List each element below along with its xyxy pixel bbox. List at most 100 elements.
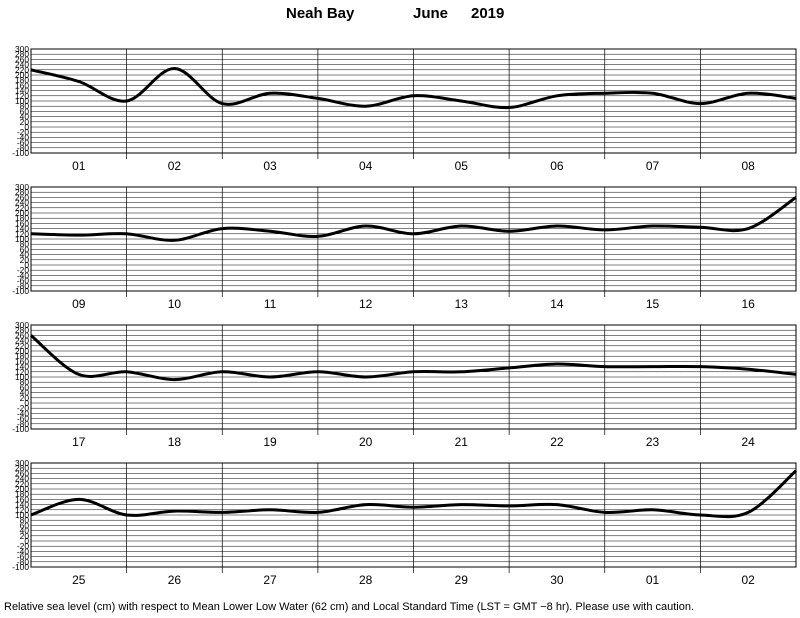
y-tick-label: 280 — [15, 463, 29, 473]
y-tick-label: 80 — [20, 101, 30, 111]
y-tick-label: 220 — [15, 341, 29, 351]
page-title: Neah Bay June 2019 — [0, 5, 800, 25]
y-tick-label: 180 — [15, 213, 29, 223]
y-tick-label: 240 — [15, 474, 29, 484]
title-year: 2019 — [471, 5, 505, 22]
y-tick-label: 160 — [15, 80, 29, 90]
y-tick-label: 0 — [24, 260, 29, 270]
y-tick-label: -80 — [17, 143, 29, 153]
y-tick-label: -80 — [17, 419, 29, 429]
y-tick-label: 260 — [15, 468, 29, 478]
day-label: 23 — [646, 435, 660, 449]
y-tick-label: -80 — [17, 281, 29, 291]
y-tick-label: 40 — [20, 526, 30, 536]
day-label: 02 — [742, 573, 756, 587]
y-tick-label: -60 — [17, 552, 29, 562]
y-tick-label: 120 — [15, 367, 29, 377]
y-tick-label: 120 — [15, 505, 29, 515]
y-tick-label: -60 — [17, 414, 29, 424]
y-tick-label: 160 — [15, 494, 29, 504]
day-label: 20 — [359, 435, 373, 449]
day-label: 01 — [646, 573, 660, 587]
tide-series-line — [30, 334, 797, 382]
y-tick-label: 180 — [15, 75, 29, 85]
day-label: 06 — [550, 159, 564, 173]
y-tick-label: 100 — [15, 234, 29, 244]
day-label: 16 — [742, 297, 756, 311]
day-label: 18 — [168, 435, 182, 449]
y-tick-label: -40 — [17, 546, 29, 556]
y-tick-label: -60 — [17, 276, 29, 286]
day-label: 19 — [263, 435, 277, 449]
y-tick-label: 240 — [15, 336, 29, 346]
y-tick-label: -20 — [17, 403, 29, 413]
y-tick-label: 240 — [15, 60, 29, 70]
y-tick-label: 300 — [15, 44, 29, 54]
y-tick-label: 100 — [15, 510, 29, 520]
day-label: 27 — [263, 573, 277, 587]
title-location: Neah Bay — [286, 5, 355, 22]
y-tick-label: 160 — [15, 218, 29, 228]
y-tick-label: 200 — [15, 208, 29, 218]
y-tick-label: 120 — [15, 229, 29, 239]
day-label: 28 — [359, 573, 373, 587]
y-tick-label: -20 — [17, 127, 29, 137]
y-tick-label: 0 — [24, 122, 29, 132]
title-month: June — [413, 5, 449, 22]
y-tick-label: 140 — [15, 362, 29, 372]
y-tick-label: 240 — [15, 198, 29, 208]
y-tick-label: 120 — [15, 91, 29, 101]
y-tick-label: 220 — [15, 203, 29, 213]
footer-note: Relative sea level (cm) with respect to … — [4, 601, 695, 613]
day-label: 09 — [72, 297, 86, 311]
y-tick-label: 20 — [20, 393, 30, 403]
day-label: 02 — [168, 159, 182, 173]
day-label: 03 — [263, 159, 277, 173]
day-label: 24 — [742, 435, 756, 449]
y-tick-label: 140 — [15, 500, 29, 510]
y-tick-label: -100 — [12, 424, 29, 434]
y-tick-label: 20 — [20, 255, 30, 265]
y-tick-label: -100 — [12, 286, 29, 296]
tide-series-line — [30, 469, 797, 519]
day-label: 07 — [646, 159, 660, 173]
day-label: 21 — [455, 435, 469, 449]
y-tick-label: 220 — [15, 479, 29, 489]
y-tick-label: 280 — [15, 325, 29, 335]
y-tick-label: 300 — [15, 182, 29, 192]
y-tick-label: 280 — [15, 187, 29, 197]
day-label: 14 — [550, 297, 564, 311]
y-tick-label: -40 — [17, 270, 29, 280]
panel-frame — [30, 324, 797, 430]
y-tick-label: 40 — [20, 112, 30, 122]
y-tick-label: 60 — [20, 106, 30, 116]
y-tick-label: 200 — [15, 70, 29, 80]
tide-series-line — [30, 196, 797, 242]
y-tick-label: 80 — [20, 239, 30, 249]
y-tick-label: 100 — [15, 372, 29, 382]
tide-series-line — [30, 66, 797, 110]
day-label: 13 — [455, 297, 469, 311]
y-tick-label: 140 — [15, 224, 29, 234]
y-tick-label: 220 — [15, 65, 29, 75]
day-label: 12 — [359, 297, 373, 311]
chart-panel-4: 3002802602402202001801601401201008060402… — [12, 458, 797, 587]
y-tick-label: 180 — [15, 351, 29, 361]
day-label: 26 — [168, 573, 182, 587]
y-tick-label: -60 — [17, 138, 29, 148]
y-tick-label: 260 — [15, 192, 29, 202]
y-tick-label: 60 — [20, 382, 30, 392]
day-label: 17 — [72, 435, 86, 449]
day-label: 01 — [72, 159, 86, 173]
day-label: 11 — [264, 297, 277, 311]
y-tick-label: 140 — [15, 86, 29, 96]
y-tick-label: 180 — [15, 489, 29, 499]
y-tick-label: 300 — [15, 320, 29, 330]
day-label: 30 — [550, 573, 564, 587]
y-tick-label: 160 — [15, 356, 29, 366]
y-tick-label: 0 — [24, 536, 29, 546]
day-label: 25 — [72, 573, 86, 587]
y-tick-label: 200 — [15, 346, 29, 356]
day-label: 22 — [550, 435, 564, 449]
y-tick-label: 80 — [20, 377, 30, 387]
